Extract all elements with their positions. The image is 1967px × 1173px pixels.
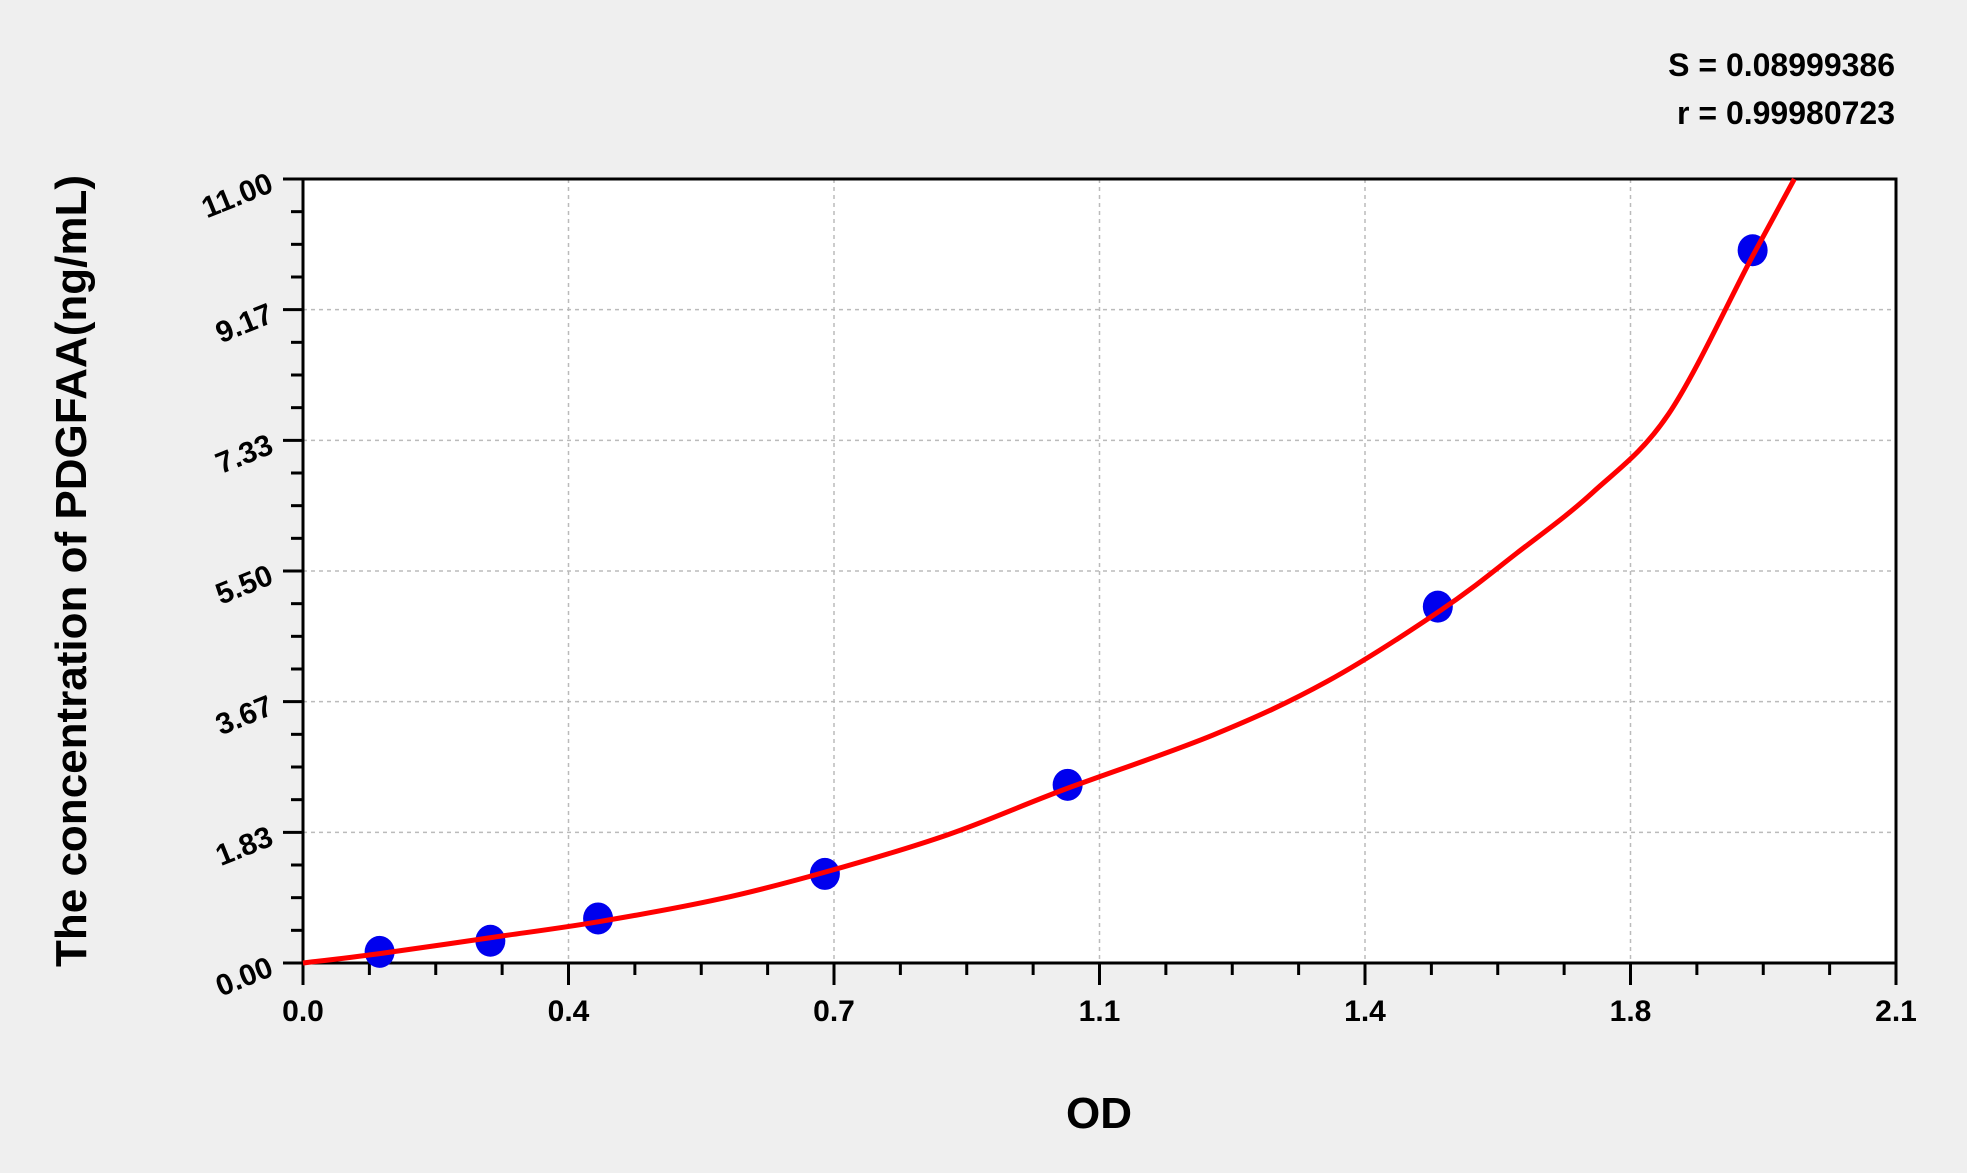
y-tick-labels: 0.00 1.83 3.67 5.50 7.33 9.17 11.00 <box>197 167 277 1003</box>
plot-frame <box>301 177 1898 965</box>
axis-ticks <box>283 177 1898 985</box>
x-tick-label: 0.4 <box>548 995 590 1028</box>
y-tick-label: 0.00 <box>211 951 278 1003</box>
data-point <box>583 902 614 935</box>
x-tick-labels: 0.0 0.4 0.7 1.1 1.4 1.8 2.1 <box>282 995 1917 1028</box>
y-tick-label: 9.17 <box>211 298 278 350</box>
x-tick-label: 0.0 <box>282 995 324 1028</box>
x-tick-label: 0.7 <box>813 995 855 1028</box>
y-tick-label: 11.00 <box>197 167 277 225</box>
x-tick-label: 1.4 <box>1344 995 1386 1028</box>
y-tick-label: 3.67 <box>211 690 278 742</box>
stat-s: S = 0.08999386 <box>1668 47 1895 83</box>
stat-r: r = 0.99980723 <box>1677 95 1895 131</box>
data-point <box>475 924 506 957</box>
x-tick-label: 2.1 <box>1875 995 1917 1028</box>
y-tick-label: 5.50 <box>211 559 278 611</box>
y-tick-label: 7.33 <box>211 428 278 480</box>
x-tick-label: 1.1 <box>1079 995 1121 1028</box>
grid <box>303 179 1896 963</box>
y-axis-title: The concentration of PDGFAA(ng/mL) <box>47 175 96 967</box>
y-tick-label: 1.83 <box>211 820 278 872</box>
fit-curve <box>302 177 1797 966</box>
x-tick-label: 1.8 <box>1610 995 1652 1028</box>
x-axis-title: OD <box>1066 1089 1132 1138</box>
